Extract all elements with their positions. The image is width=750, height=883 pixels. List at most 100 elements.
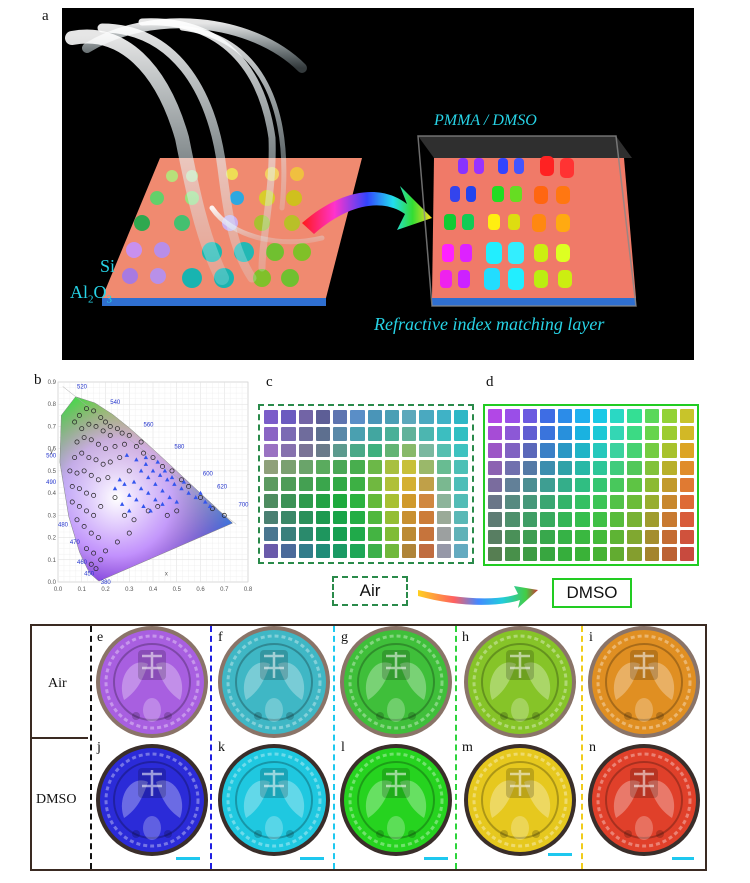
color-swatch	[315, 527, 330, 542]
point-air	[119, 430, 125, 436]
point-air	[91, 512, 97, 518]
point-dmso	[165, 477, 170, 482]
color-swatch	[298, 443, 313, 458]
color-swatch	[522, 512, 538, 527]
point-air	[103, 419, 108, 425]
color-swatch	[522, 477, 538, 493]
color-swatch	[281, 410, 296, 424]
color-swatch	[662, 409, 677, 424]
color-swatch	[402, 493, 417, 508]
color-swatch	[350, 527, 365, 542]
color-swatch	[505, 460, 520, 475]
color-swatch	[575, 443, 590, 458]
color-swatch	[592, 495, 607, 510]
point-air	[122, 441, 127, 447]
point-dmso	[124, 452, 130, 457]
point-air	[221, 512, 227, 518]
color-swatch	[627, 495, 642, 510]
color-swatch	[402, 510, 417, 525]
point-air	[72, 419, 78, 425]
scale-bar-l	[424, 857, 448, 860]
y-tick-label: 0.7	[48, 424, 57, 430]
color-swatch	[315, 544, 330, 558]
color-swatch	[367, 527, 382, 542]
color-swatch	[505, 512, 520, 527]
color-swatch	[644, 512, 660, 527]
color-swatch	[679, 426, 694, 441]
color-swatch	[505, 477, 520, 493]
panel-label-e: e	[97, 630, 104, 645]
point-dmso	[127, 492, 132, 497]
color-swatch	[436, 410, 451, 424]
color-swatch	[333, 527, 348, 542]
point-air	[186, 483, 192, 489]
color-swatch	[402, 426, 417, 441]
color-swatch	[419, 426, 434, 441]
x-tick-label: 0.5	[173, 587, 182, 593]
color-swatch	[644, 460, 660, 475]
color-swatch	[522, 460, 538, 475]
color-swatch	[557, 529, 573, 544]
point-air	[98, 557, 104, 563]
color-swatch	[333, 443, 348, 458]
color-swatch	[384, 460, 399, 475]
color-swatch	[419, 443, 434, 458]
color-swatch	[540, 477, 555, 493]
color-swatch	[264, 544, 279, 558]
point-air	[81, 468, 87, 474]
color-grid-dmso	[488, 409, 694, 561]
spectral-locus: 520 540 560 580 600 620 700 500 490 480 470 460 450 3…	[46, 385, 249, 587]
color-swatch	[679, 512, 694, 527]
color-swatch	[679, 477, 694, 493]
point-dmso	[127, 508, 132, 513]
water-splash	[65, 18, 325, 285]
point-dmso	[169, 475, 175, 480]
color-swatch	[557, 546, 573, 561]
point-air	[107, 459, 113, 465]
color-swatch	[264, 527, 279, 542]
color-swatch	[419, 493, 434, 508]
point-air	[93, 566, 99, 572]
point-dmso	[143, 461, 149, 466]
color-swatch	[402, 460, 417, 475]
color-swatch	[333, 460, 348, 475]
color-swatch	[609, 512, 625, 527]
color-swatch	[402, 443, 417, 458]
color-swatch	[540, 546, 555, 561]
color-swatch	[453, 443, 468, 458]
color-swatch	[540, 426, 555, 441]
color-swatch	[505, 529, 520, 544]
color-swatch	[540, 495, 555, 510]
color-swatch	[333, 410, 348, 424]
point-dmso	[160, 488, 165, 493]
point-dmso	[112, 486, 118, 491]
panel-label-d: d	[486, 374, 494, 390]
color-swatch	[644, 426, 660, 441]
point-dmso	[138, 468, 144, 473]
y-tick-label: 0.1	[48, 558, 57, 564]
coin-dmso-3	[340, 744, 452, 856]
color-swatch	[350, 410, 365, 424]
column-divider-4	[455, 626, 457, 869]
scale-bar-k	[300, 857, 324, 860]
color-swatch	[453, 493, 468, 508]
wavelength-label-700: 700	[239, 502, 250, 508]
caption-dmso: DMSO	[552, 578, 632, 608]
scale-bar-m	[548, 853, 572, 856]
point-dmso	[148, 508, 153, 513]
color-swatch	[384, 443, 399, 458]
color-swatch	[419, 527, 434, 542]
row-label-dmso: DMSO	[36, 792, 77, 807]
color-swatch	[488, 546, 503, 561]
label-matching-layer: Refractive index matching layer	[374, 314, 605, 334]
color-swatch	[627, 477, 642, 493]
color-swatch	[298, 493, 313, 508]
panel-label-m: m	[462, 740, 473, 755]
label-al: Al	[70, 282, 88, 302]
color-swatch	[575, 495, 590, 510]
color-swatch	[315, 477, 330, 491]
wavelength-label-500: 500	[46, 454, 57, 460]
grid-air-frame	[258, 404, 474, 564]
color-swatch	[592, 529, 607, 544]
point-air	[117, 455, 123, 461]
